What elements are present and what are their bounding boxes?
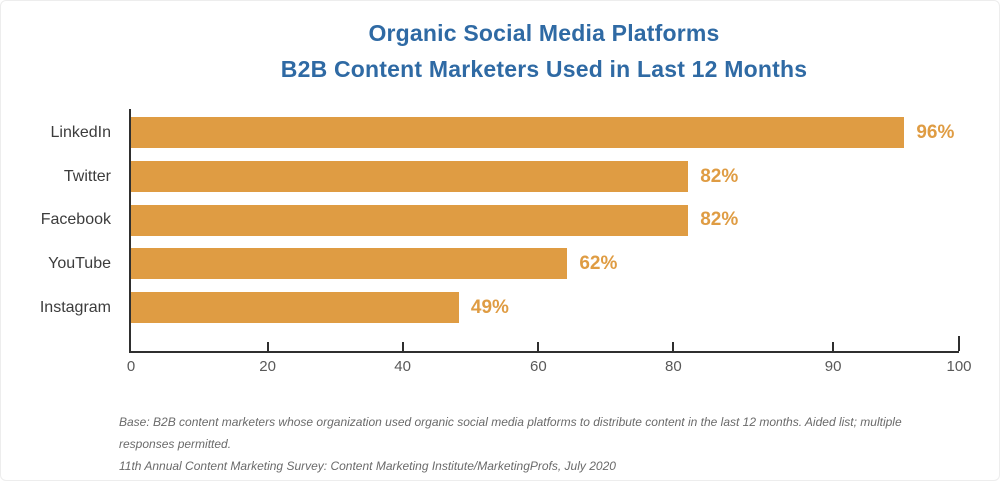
tick-label: 90 bbox=[824, 358, 842, 375]
tick-mark bbox=[832, 342, 835, 351]
tick-mark bbox=[672, 342, 675, 351]
bar-row: Twitter 82% bbox=[64, 155, 959, 199]
value-label: 62% bbox=[579, 252, 618, 274]
chart-title: Organic Social Media Platforms B2B Conte… bbox=[89, 15, 999, 87]
bar-row: Instagram 49% bbox=[40, 286, 959, 330]
category-label: Facebook bbox=[40, 211, 111, 229]
base-note: Base: B2B content marketers whose organi… bbox=[119, 415, 902, 451]
value-label: 82% bbox=[700, 209, 739, 231]
tick-mark bbox=[266, 342, 269, 351]
tick-label: 60 bbox=[530, 358, 547, 375]
source-note: 11th Annual Content Marketing Survey: Co… bbox=[119, 459, 616, 473]
bar bbox=[131, 248, 568, 280]
chart-title-line2: B2B Content Marketers Used in Last 12 Mo… bbox=[280, 56, 808, 82]
tick-label: 100 bbox=[946, 358, 972, 375]
bar bbox=[131, 117, 905, 149]
plot-area: LinkedIn 96% Twitter 82% Facebook 82% YouTube 6… bbox=[40, 109, 972, 375]
tick-mark bbox=[537, 342, 540, 351]
tick-label: 0 bbox=[126, 358, 136, 375]
footnotes: Base: B2B content marketers whose organi… bbox=[119, 411, 929, 477]
tick-mark bbox=[401, 342, 404, 351]
bar-row: YouTube 62% bbox=[48, 242, 959, 286]
category-label: Instagram bbox=[39, 298, 111, 316]
tick-label: 20 bbox=[259, 358, 276, 375]
category-label: YouTube bbox=[48, 254, 111, 272]
bar bbox=[131, 292, 459, 324]
value-label: 49% bbox=[470, 296, 509, 318]
tick-label: 40 bbox=[394, 358, 411, 375]
bar bbox=[131, 161, 689, 193]
value-label: 82% bbox=[700, 165, 739, 187]
bar-row: Facebook 82% bbox=[41, 198, 959, 242]
bar bbox=[131, 204, 689, 236]
value-label: 96% bbox=[916, 121, 955, 143]
bar-row: LinkedIn 96% bbox=[51, 111, 959, 155]
tick-label: 80 bbox=[664, 358, 682, 375]
chart-title-line1: Organic Social Media Platforms bbox=[368, 20, 720, 46]
tick-mark bbox=[958, 336, 960, 351]
category-label: Twitter bbox=[63, 167, 111, 185]
category-label: LinkedIn bbox=[50, 123, 112, 141]
bar-rows: LinkedIn 96% Twitter 82% Facebook 82% YouTube 6… bbox=[40, 111, 959, 330]
